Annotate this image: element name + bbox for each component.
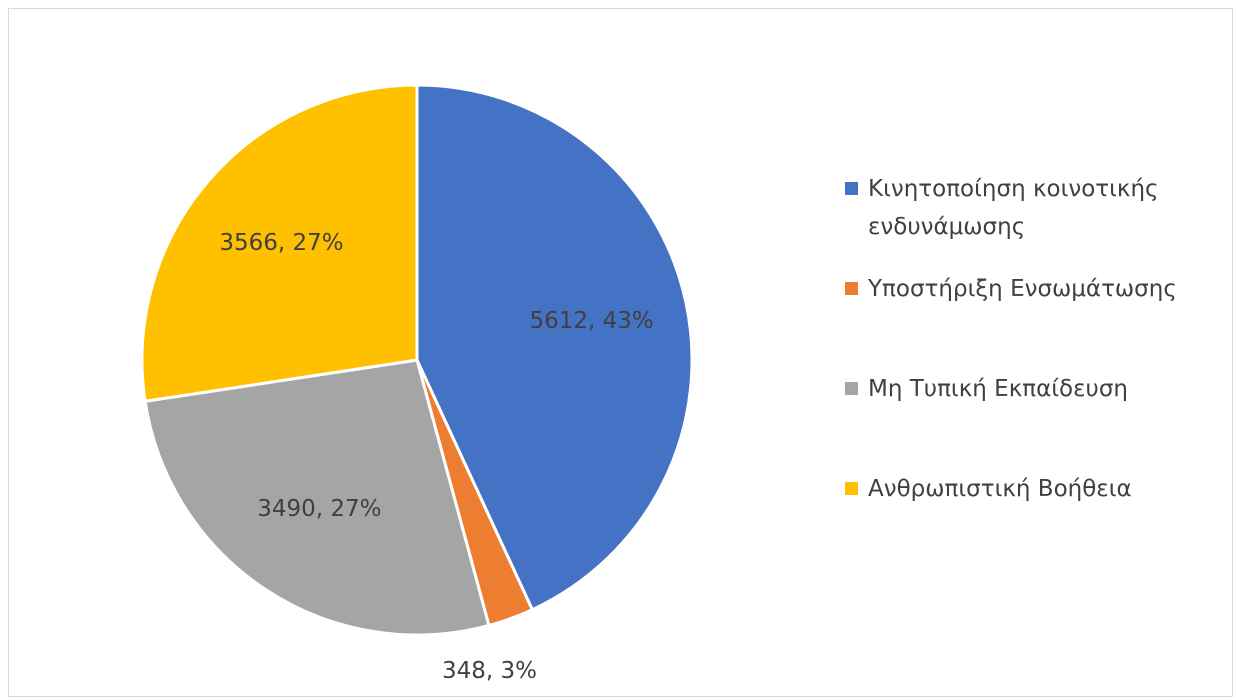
legend-label: Μη Τυπική Εκπαίδευση xyxy=(868,376,1129,402)
legend-swatch xyxy=(845,182,858,195)
legend-item: Υποστήριξη Ενσωμάτωσης xyxy=(845,270,1205,370)
pie-slice xyxy=(415,83,694,612)
pie-slice xyxy=(140,83,419,403)
legend-item: Κινητοποίηση κοινοτικής ενδυνάμωσης xyxy=(845,170,1205,270)
legend-label: Κινητοποίηση κοινοτικής ενδυνάμωσης xyxy=(868,176,1159,240)
legend-item: Ανθρωπιστική Βοήθεια xyxy=(845,470,1205,570)
legend-item: Μη Τυπική Εκπαίδευση xyxy=(845,370,1205,470)
pie-slice xyxy=(143,358,491,637)
legend-swatch xyxy=(845,282,858,295)
data-label: 3490, 27% xyxy=(257,496,381,522)
data-label: 3566, 27% xyxy=(219,230,343,256)
legend: Κινητοποίηση κοινοτικής ενδυνάμωσης Υποστ… xyxy=(845,170,1205,570)
legend-swatch xyxy=(845,382,858,395)
data-label: 5612, 43% xyxy=(529,308,653,334)
data-label: 348, 3% xyxy=(442,658,537,684)
legend-label: Ανθρωπιστική Βοήθεια xyxy=(868,476,1132,502)
legend-swatch xyxy=(845,482,858,495)
legend-label: Υποστήριξη Ενσωμάτωσης xyxy=(868,276,1177,302)
